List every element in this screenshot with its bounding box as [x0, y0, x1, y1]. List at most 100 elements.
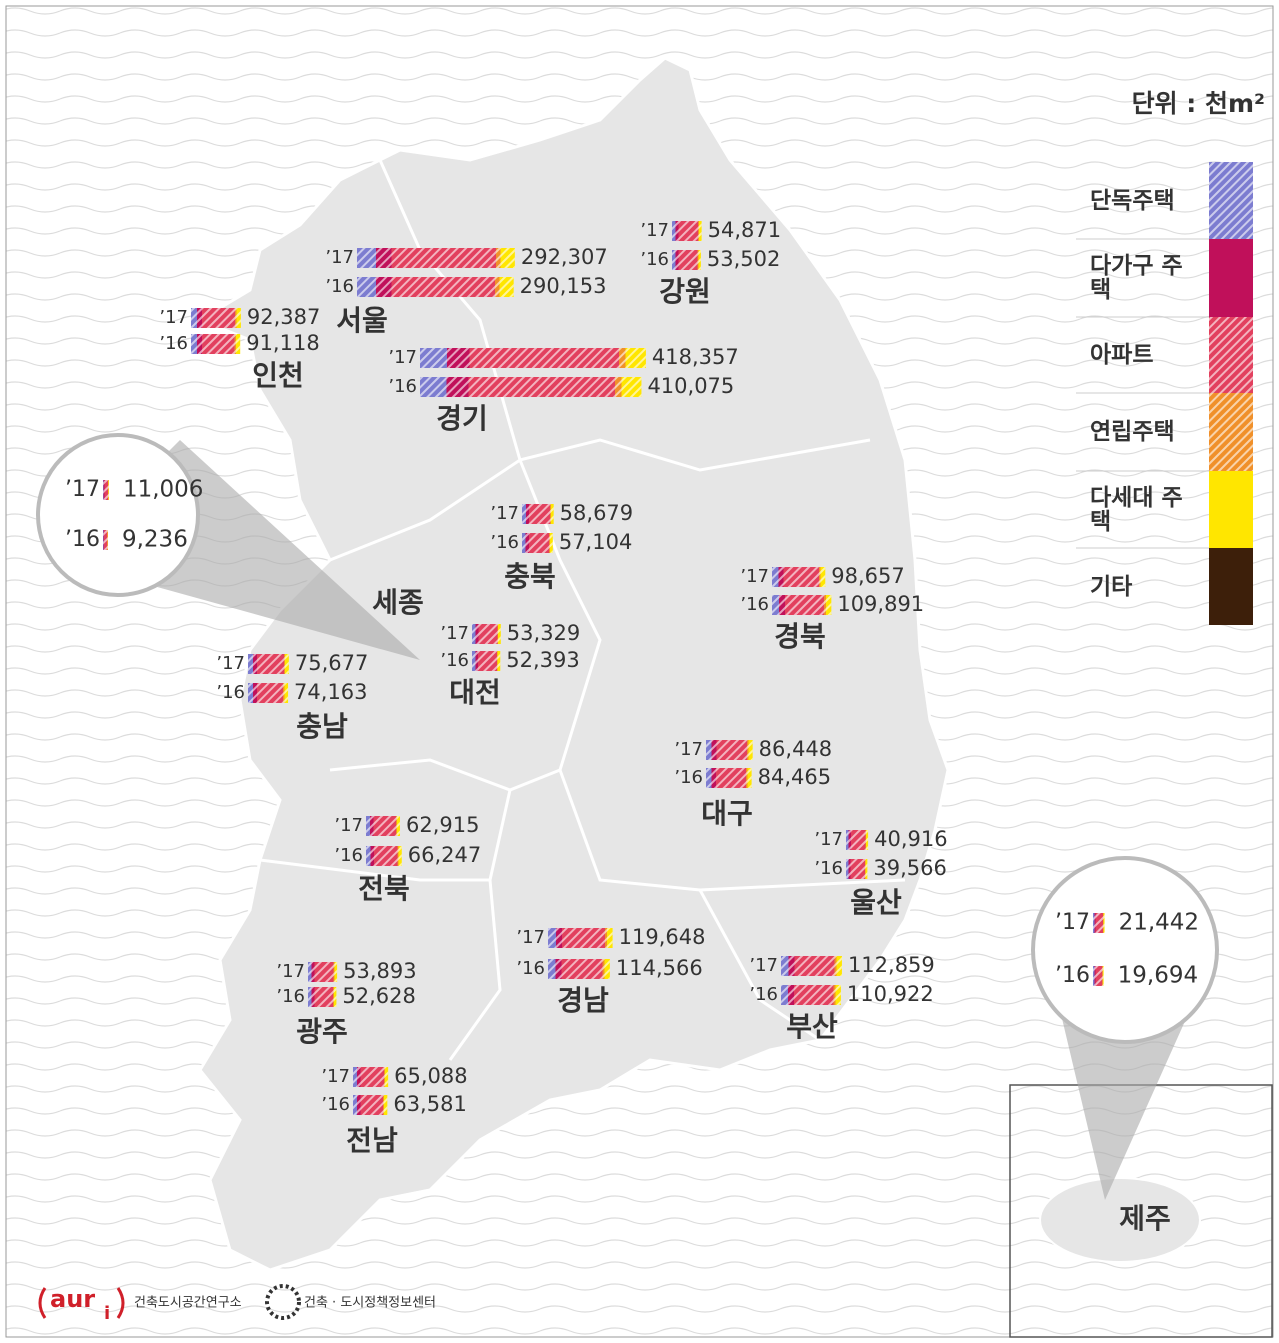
- legend-label: 다세대 주택: [1090, 484, 1183, 535]
- value-label: 86,448: [759, 737, 832, 761]
- year-label: ’17: [159, 307, 188, 328]
- value-label: 84,465: [758, 765, 831, 789]
- year-label: ’16: [216, 682, 245, 703]
- value-label: 74,163: [294, 680, 367, 704]
- year-label: ’16: [516, 958, 545, 979]
- year-label: ’16: [1055, 963, 1090, 988]
- value-label: 112,859: [848, 953, 935, 977]
- value-label: 119,648: [619, 925, 706, 949]
- legend-hatch: [1209, 393, 1253, 471]
- value-label: 92,387: [247, 305, 320, 329]
- legend-swatch: [1209, 471, 1253, 548]
- bar-hatch: [248, 654, 289, 674]
- region-name: 경북: [774, 620, 826, 653]
- bar-hatch: [522, 533, 553, 553]
- value-label: 53,893: [343, 959, 416, 983]
- year-label: ’17: [440, 623, 469, 644]
- peninsula: [196, 56, 950, 1272]
- year-label: ’17: [749, 955, 778, 976]
- callout-cone: [1060, 1010, 1190, 1200]
- region-name: 충남: [296, 710, 348, 743]
- legend-label: 단독주택: [1090, 187, 1175, 214]
- region-name: 세종: [372, 586, 424, 619]
- bar-hatch: [191, 334, 241, 354]
- bar-hatch: [308, 987, 337, 1007]
- value-label: 290,153: [520, 274, 607, 298]
- year-label: ’16: [440, 650, 469, 671]
- legend-swatch: [1209, 548, 1253, 625]
- bar-hatch: [548, 959, 610, 979]
- year-label: ’16: [334, 845, 363, 866]
- bar-hatch: [366, 846, 402, 866]
- value-label: 57,104: [559, 530, 632, 554]
- callout-circle: [36, 433, 200, 597]
- bar-hatch: [672, 221, 702, 241]
- value-label: 410,075: [647, 374, 734, 398]
- year-label: ’17: [216, 653, 245, 674]
- bar-hatch: [1093, 913, 1105, 933]
- unit-label: 단위 : 천m²: [1132, 89, 1265, 118]
- bar-hatch: [772, 567, 826, 587]
- year-label: ’16: [325, 276, 354, 297]
- bar-hatch: [420, 377, 642, 397]
- year-label: ’16: [490, 532, 519, 553]
- region-name: 인천: [252, 359, 304, 392]
- value-label: 9,236: [122, 527, 188, 553]
- bar-hatch: [672, 250, 701, 270]
- legend-label: 기타: [1090, 573, 1133, 600]
- logo: aur: [50, 1285, 95, 1313]
- year-label: ’16: [388, 376, 417, 397]
- bar-hatch: [357, 277, 514, 297]
- bar-hatch: [191, 308, 241, 328]
- value-label: 53,502: [707, 247, 780, 271]
- legend-label: 아파트: [1090, 342, 1154, 368]
- bar-hatch: [706, 740, 753, 760]
- value-label: 39,566: [873, 856, 946, 880]
- region-name: 전남: [346, 1124, 398, 1157]
- value-label: 52,393: [506, 648, 579, 672]
- value-label: 40,916: [874, 827, 947, 851]
- year-label: ’16: [65, 527, 100, 552]
- bar-hatch: [248, 683, 289, 703]
- value-label: 52,628: [342, 984, 415, 1008]
- legend-swatch: [1209, 239, 1253, 317]
- bar-hatch: [472, 651, 501, 671]
- value-label: 53,329: [507, 621, 580, 645]
- bar-hatch: [1093, 966, 1104, 986]
- year-label: ’16: [740, 594, 769, 615]
- region-name: 충북: [504, 560, 556, 593]
- region-name: 경기: [436, 402, 488, 435]
- year-label: ’17: [1055, 910, 1090, 935]
- value-label: 109,891: [837, 592, 924, 616]
- value-label: 110,922: [847, 982, 934, 1006]
- year-label: ’16: [159, 333, 188, 354]
- value-label: 418,357: [652, 345, 739, 369]
- borders: [259, 159, 906, 1061]
- region-name: 강원: [659, 275, 711, 308]
- value-label: 58,679: [560, 501, 633, 525]
- region-name: 대전: [449, 676, 501, 709]
- bar-hatch: [706, 768, 752, 788]
- org-name: 건축도시공간연구소: [134, 1296, 242, 1311]
- value-label: 54,871: [708, 218, 781, 242]
- value-label: 19,694: [1118, 963, 1198, 989]
- value-label: 292,307: [521, 245, 608, 269]
- callout-circle: [1031, 856, 1219, 1044]
- bar-hatch: [781, 956, 842, 976]
- year-label: ’17: [814, 829, 843, 850]
- year-label: ’17: [640, 220, 669, 241]
- year-label: ’17: [674, 739, 703, 760]
- legend-hatch: [1209, 317, 1253, 393]
- legend-label: 연립주택: [1090, 419, 1175, 445]
- logo-paren: [116, 1287, 125, 1319]
- center-name: 건축 · 도시정책정보센터: [304, 1296, 436, 1311]
- bar-hatch: [103, 530, 108, 550]
- year-label: ’17: [325, 247, 354, 268]
- year-label: ’16: [814, 858, 843, 879]
- bar-hatch: [522, 504, 554, 524]
- bar-hatch: [103, 480, 109, 500]
- value-label: 66,247: [408, 843, 481, 867]
- region-name: 대구: [701, 797, 753, 830]
- value-label: 75,677: [295, 651, 368, 675]
